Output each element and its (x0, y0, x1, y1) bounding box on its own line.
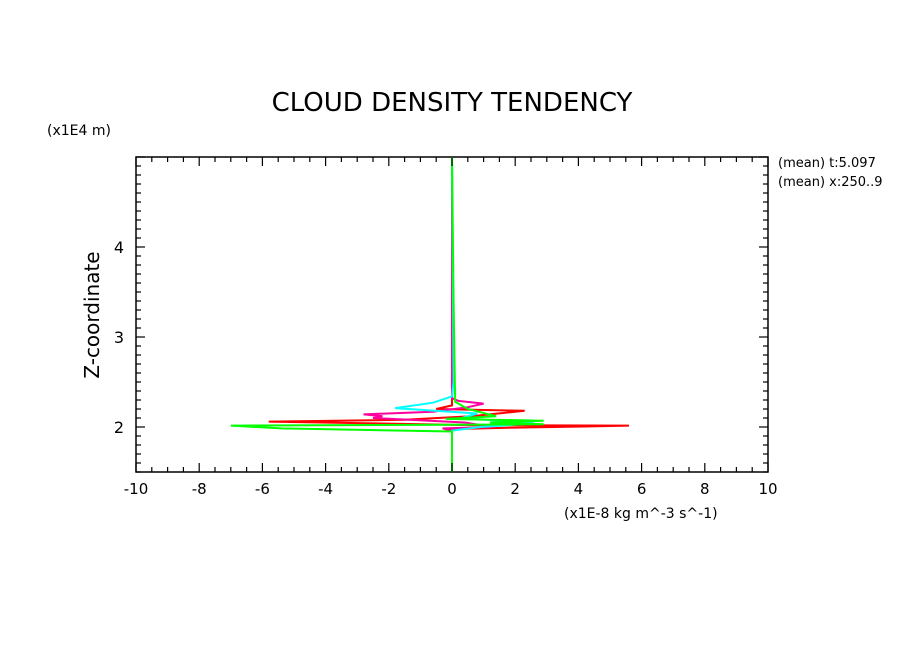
series-line-4 (230, 156, 544, 472)
series-line-3 (394, 156, 535, 472)
y-unit-label: (x1E4 m) (47, 123, 111, 139)
series-layer (230, 156, 629, 472)
x-tick-label: -8 (192, 480, 207, 498)
y-tick-label: 2 (114, 418, 124, 437)
annotation-x-mean: (mean) x:250..9 (778, 175, 883, 190)
y-axis-label: Z-coordinate (80, 251, 104, 378)
x-tick-label: 6 (637, 480, 647, 498)
x-tick-label: 8 (700, 480, 710, 498)
x-unit-label: (x1E-8 kg m^-3 s^-1) (564, 506, 718, 522)
x-tick-label: -6 (255, 480, 270, 498)
y-tick-label: 4 (114, 238, 124, 257)
x-tick-label: 0 (447, 480, 457, 498)
x-tick-label: -10 (124, 480, 149, 498)
series-line-2 (363, 157, 494, 472)
x-tick-label: -2 (381, 480, 396, 498)
chart-title: CLOUD DENSITY TENDENCY (272, 88, 633, 118)
annotation-time-mean: (mean) t:5.097 (778, 156, 876, 171)
x-tick-label: 4 (574, 480, 584, 498)
y-tick-label: 3 (114, 328, 124, 347)
x-tick-label: 10 (758, 480, 777, 498)
tick-layer: -10 -8 -6 -4 -2 0 2 4 6 8 10 2 3 4 (114, 156, 778, 498)
x-tick-label: -4 (318, 480, 333, 498)
x-tick-label: 2 (510, 480, 520, 498)
